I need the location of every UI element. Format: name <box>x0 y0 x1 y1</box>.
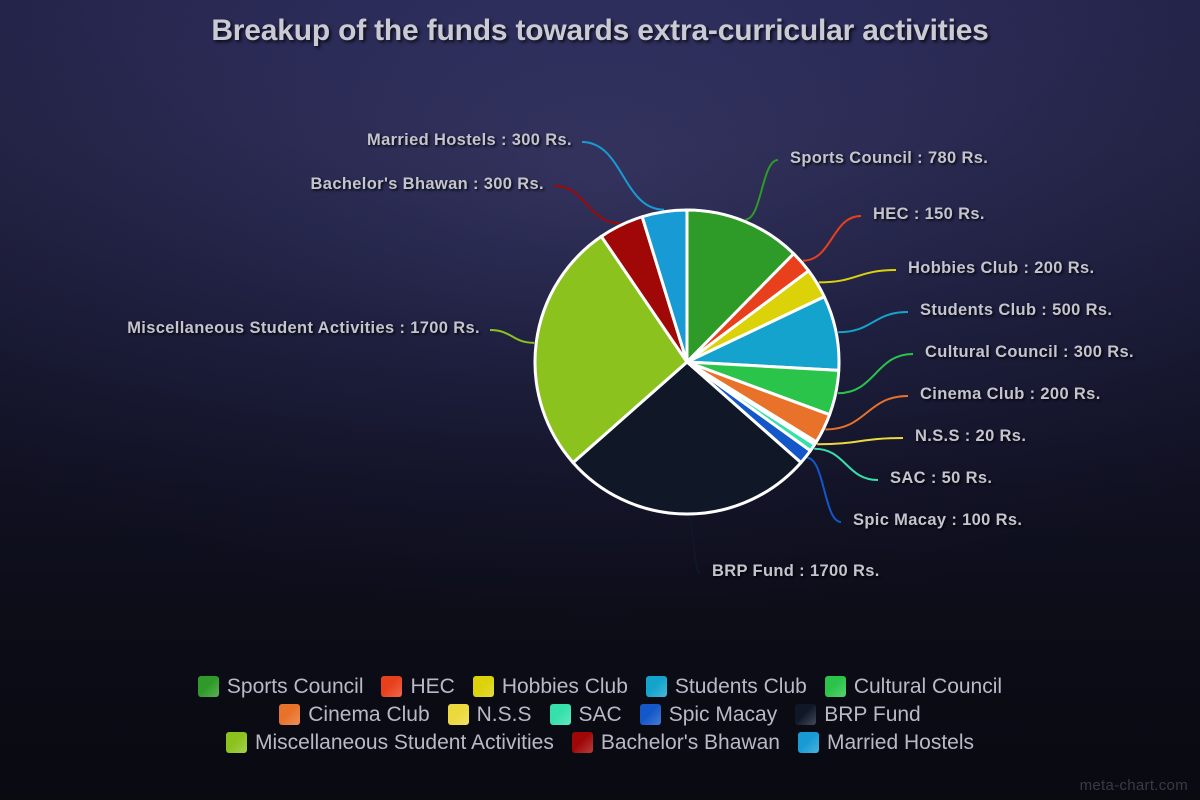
legend-color-swatch <box>472 675 494 697</box>
legend-item[interactable]: HEC <box>381 674 455 698</box>
legend-color-swatch <box>197 675 219 697</box>
legend-row: Sports Council HEC Hobbies Club Students Cl… <box>0 672 1200 700</box>
legend-color-swatch <box>824 675 846 697</box>
slice-callout-label: Sports Council : 780 Rs. <box>790 149 989 167</box>
legend-item[interactable]: BRP Fund <box>795 702 921 726</box>
legend-color-swatch <box>447 703 469 725</box>
slice-callout-label: BRP Fund : 1700 Rs. <box>712 562 880 580</box>
slice-callout-label: Married Hostels : 300 Rs. <box>367 131 572 149</box>
slice-callout-label: Hobbies Club : 200 Rs. <box>908 259 1095 277</box>
leader-line <box>745 159 779 221</box>
legend-item-label: Cultural Council <box>853 674 1003 698</box>
slice-callout-label: Cinema Club : 200 Rs. <box>920 385 1101 403</box>
legend-color-swatch <box>571 731 593 753</box>
pie-slice[interactable] <box>571 360 803 516</box>
pie-slices-group <box>533 208 841 516</box>
leader-line <box>825 395 909 431</box>
pie-slice[interactable] <box>640 208 689 364</box>
pie-slice[interactable] <box>685 208 796 364</box>
legend-item[interactable]: Cinema Club <box>279 702 430 726</box>
leader-line <box>814 447 879 481</box>
legend-item[interactable]: Miscellaneous Student Activities <box>226 730 554 754</box>
legend-item-label: Hobbies Club <box>501 674 628 698</box>
slice-callout-label: Students Club : 500 Rs. <box>920 301 1113 319</box>
chart-legend: Sports Council HEC Hobbies Club Students Cl… <box>0 672 1200 756</box>
leader-line <box>807 457 842 523</box>
legend-row: Cinema Club N.S.S SAC Spic Macay BRP Fund <box>0 700 1200 728</box>
legend-color-swatch <box>639 703 661 725</box>
legend-item[interactable]: Married Hostels <box>797 730 974 754</box>
legend-color-swatch <box>797 731 819 753</box>
leader-line <box>686 515 701 574</box>
legend-item-label: N.S.S <box>476 702 532 726</box>
slice-callout-label: Bachelor's Bhawan : 300 Rs. <box>310 175 544 193</box>
leader-line <box>817 437 904 446</box>
leader-line <box>838 311 909 334</box>
slice-callout-label: Spic Macay : 100 Rs. <box>853 511 1023 529</box>
watermark: meta-chart.com <box>1079 777 1188 794</box>
legend-item[interactable]: Sports Council <box>197 674 364 698</box>
slice-callout-label: N.S.S : 20 Rs. <box>915 427 1027 445</box>
legend-item-label: Miscellaneous Student Activities <box>255 730 554 754</box>
legend-item-label: BRP Fund <box>824 702 921 726</box>
leader-lines-group <box>489 141 914 574</box>
leader-line <box>489 329 535 344</box>
leader-line <box>581 141 665 211</box>
legend-item-label: Students Club <box>674 674 807 698</box>
legend-item[interactable]: SAC <box>549 702 622 726</box>
legend-item[interactable]: Cultural Council <box>824 674 1003 698</box>
legend-item-label: Bachelor's Bhawan <box>600 730 780 754</box>
leader-line <box>837 353 914 395</box>
legend-item[interactable]: Hobbies Club <box>472 674 628 698</box>
legend-item-label: Sports Council <box>226 674 364 698</box>
legend-color-swatch <box>795 703 817 725</box>
slice-callout-label: HEC : 150 Rs. <box>873 205 985 223</box>
legend-item-label: Married Hostels <box>826 730 974 754</box>
legend-item-label: SAC <box>578 702 622 726</box>
leader-line <box>553 185 621 225</box>
legend-item[interactable]: Students Club <box>645 674 807 698</box>
legend-item[interactable]: Spic Macay <box>639 702 778 726</box>
slice-callout-label: Miscellaneous Student Activities : 1700 … <box>127 319 480 337</box>
legend-color-swatch <box>226 731 247 753</box>
legend-row: Miscellaneous Student Activities Bachelor… <box>0 728 1200 756</box>
legend-color-swatch <box>549 703 571 725</box>
legend-color-swatch <box>279 703 301 725</box>
legend-item[interactable]: Bachelor's Bhawan <box>571 730 780 754</box>
legend-item-label: Cinema Club <box>308 702 430 726</box>
page-title: Breakup of the funds towards extra-curri… <box>211 14 989 47</box>
pie-slice[interactable] <box>533 234 689 465</box>
legend-item[interactable]: N.S.S <box>447 702 532 726</box>
slice-callout-label: SAC : 50 Rs. <box>890 469 993 487</box>
slice-callout-label: Cultural Council : 300 Rs. <box>925 343 1134 361</box>
legend-item-label: Spic Macay <box>668 702 778 726</box>
leader-line <box>818 269 897 284</box>
legend-item-label: HEC <box>410 674 455 698</box>
leader-line <box>802 215 862 262</box>
legend-color-swatch <box>645 675 667 697</box>
legend-color-swatch <box>381 675 403 697</box>
